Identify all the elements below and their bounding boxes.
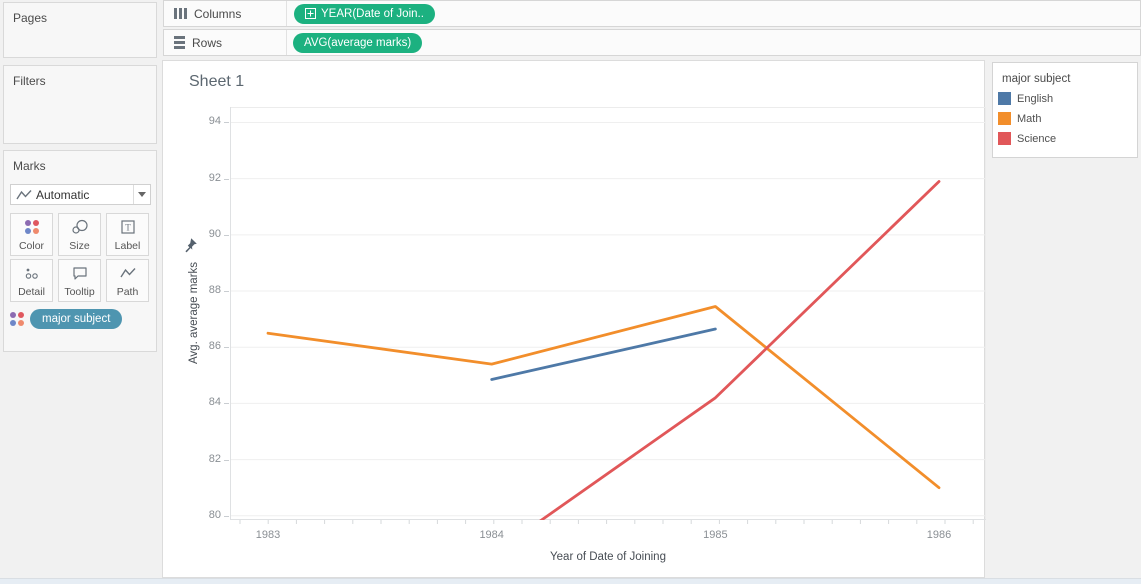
pages-label: Pages: [13, 11, 48, 25]
y-tick-label: 82: [208, 452, 221, 465]
y-tick-label: 90: [208, 227, 221, 240]
columns-shelf[interactable]: Columns YEAR(Date of Join..: [163, 0, 1141, 27]
legend-item-science[interactable]: Science: [998, 132, 1137, 145]
path-icon: [107, 260, 148, 286]
detail-button[interactable]: Detail: [10, 259, 53, 302]
series-line-science[interactable]: [492, 180, 941, 527]
x-axis-title[interactable]: Year of Date of Joining: [550, 551, 666, 563]
x-tick-label: 1983: [255, 529, 281, 541]
color-icon: [11, 214, 52, 240]
label-button[interactable]: T Label: [106, 213, 149, 256]
shelf-divider: [286, 30, 287, 55]
line-mark-icon: [16, 189, 32, 199]
filters-label: Filters: [13, 74, 46, 88]
detail-icon: [11, 260, 52, 286]
y-tick-label: 84: [208, 396, 221, 409]
color-legend[interactable]: major subject English Math Science: [992, 62, 1138, 158]
detail-button-label: Detail: [18, 286, 45, 298]
rows-pill-avg-average-marks[interactable]: AVG(average marks): [293, 32, 423, 53]
marks-pill-major-subject[interactable]: major subject: [30, 309, 123, 329]
columns-shelf-label: Columns: [194, 6, 242, 21]
series-line-english[interactable]: [490, 327, 717, 381]
size-button-label: Size: [69, 240, 90, 252]
rows-pill-label: AVG(average marks): [304, 36, 412, 49]
columns-pill-label: YEAR(Date of Join..: [321, 7, 424, 20]
chevron-down-icon: [138, 192, 146, 197]
mark-type-dropdown[interactable]: Automatic: [10, 184, 151, 205]
legend-title: major subject: [1002, 73, 1071, 85]
x-tick-label: 1986: [926, 529, 952, 541]
x-tick-label: 1984: [479, 529, 504, 541]
y-tick-mark: [224, 515, 229, 517]
mark-type-value: Automatic: [36, 187, 90, 202]
filters-shelf[interactable]: Filters: [3, 65, 157, 144]
rows-shelf[interactable]: Rows AVG(average marks): [163, 29, 1141, 56]
svg-text:T: T: [125, 223, 131, 233]
color-button-label: Color: [18, 240, 45, 252]
tooltip-button[interactable]: Tooltip: [58, 259, 101, 302]
y-tick-mark: [224, 459, 229, 461]
legend-label: Science: [1017, 132, 1057, 145]
legend-item-english[interactable]: English: [998, 92, 1137, 105]
y-tick-mark: [224, 178, 229, 180]
mark-type-caret-button[interactable]: [133, 185, 150, 204]
shelf-divider: [286, 1, 287, 26]
expand-hierarchy-icon[interactable]: [305, 8, 316, 19]
science-color-swatch[interactable]: [998, 132, 1011, 145]
size-button[interactable]: Size: [58, 213, 101, 256]
path-button[interactable]: Path: [106, 259, 149, 302]
y-tick-label: 80: [208, 508, 221, 521]
pin-icon[interactable]: [182, 237, 198, 253]
rows-icon: [174, 36, 185, 49]
y-tick-mark: [224, 234, 229, 236]
line-chart[interactable]: [230, 107, 986, 526]
worksheet-view: Sheet 1 Avg. average marks 80 82 84 86 88 90 9…: [162, 60, 986, 578]
tooltip-button-label: Tooltip: [64, 286, 95, 298]
legend-label: Math: [1017, 112, 1042, 125]
rows-shelf-label: Rows: [192, 35, 223, 50]
columns-icon: [174, 8, 187, 19]
label-icon: T: [107, 214, 148, 240]
legend-item-math[interactable]: Math: [998, 112, 1137, 125]
y-tick-label: 86: [208, 340, 221, 353]
x-tick-label: 1985: [703, 529, 728, 541]
tooltip-icon: [59, 260, 100, 286]
pages-shelf[interactable]: Pages: [3, 2, 157, 58]
y-tick-mark: [224, 347, 229, 349]
math-color-swatch[interactable]: [998, 112, 1011, 125]
marks-card: Marks Automatic Color Size: [3, 150, 157, 352]
color-encoding-icon: [10, 312, 24, 326]
y-tick-label: 94: [208, 115, 221, 128]
plot-area[interactable]: [230, 107, 986, 526]
y-tick-mark: [224, 291, 229, 293]
window-bottom-edge: [0, 578, 1141, 584]
marks-label: Marks: [13, 159, 46, 173]
size-icon: [59, 214, 100, 240]
y-tick-label: 88: [208, 284, 221, 297]
sheet-title: Sheet 1: [189, 73, 245, 90]
color-button[interactable]: Color: [10, 213, 53, 256]
y-tick-mark: [224, 122, 229, 124]
legend-label: English: [1017, 92, 1054, 105]
path-button-label: Path: [116, 286, 139, 298]
columns-pill-year-date-of-joining[interactable]: YEAR(Date of Join..: [294, 3, 435, 24]
y-tick-mark: [224, 403, 229, 405]
y-tick-label: 92: [208, 171, 221, 184]
english-color-swatch[interactable]: [998, 92, 1011, 105]
series-line-math[interactable]: [266, 305, 941, 490]
label-button-label: Label: [114, 240, 141, 252]
